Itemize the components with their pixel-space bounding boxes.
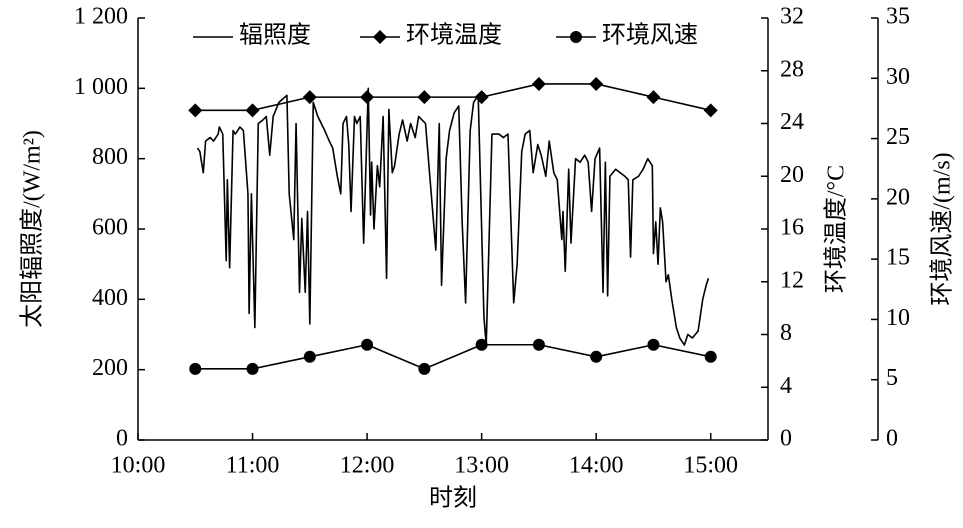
y2-tick-label: 16 bbox=[780, 215, 804, 241]
circle-marker bbox=[246, 362, 259, 375]
y2-tick-label: 0 bbox=[780, 426, 792, 452]
y3-tick-label: 15 bbox=[886, 245, 910, 271]
circle-marker bbox=[418, 362, 431, 375]
y2-tick-label: 20 bbox=[780, 162, 804, 188]
y2-tick-label: 12 bbox=[780, 267, 804, 293]
legend-label: 辐照度 bbox=[239, 22, 311, 49]
circle-marker bbox=[532, 338, 545, 351]
y3-tick-label: 35 bbox=[886, 4, 910, 30]
diamond-marker bbox=[474, 90, 489, 105]
x-tick-label: 14:00 bbox=[569, 453, 624, 479]
circle-marker bbox=[647, 338, 660, 351]
y3-tick-label: 5 bbox=[886, 365, 898, 391]
diamond-marker bbox=[703, 103, 718, 118]
y-tick-label: 1 200 bbox=[74, 4, 128, 30]
y2-tick-label: 28 bbox=[780, 56, 804, 82]
diamond-marker bbox=[589, 76, 604, 91]
y3-tick-label: 30 bbox=[886, 64, 910, 90]
diamond-marker bbox=[373, 30, 387, 44]
x-axis-title: 时刻 bbox=[429, 485, 477, 512]
y3-axis-title: 环境风速/(m/s) bbox=[929, 152, 956, 305]
series-line bbox=[195, 83, 711, 112]
diamond-marker bbox=[245, 103, 260, 118]
diamond-marker bbox=[646, 90, 661, 105]
series-line bbox=[196, 87, 710, 346]
y-tick-label: 200 bbox=[92, 355, 128, 381]
y2-tick-label: 4 bbox=[780, 373, 792, 399]
circle-marker bbox=[570, 31, 582, 43]
y2-axis-title: 环境温度/°C bbox=[823, 165, 850, 293]
diamond-marker bbox=[360, 90, 375, 105]
legend-label: 环境风速 bbox=[602, 22, 698, 49]
y-tick-label: 600 bbox=[92, 215, 128, 241]
x-tick-label: 15:00 bbox=[683, 453, 738, 479]
y-tick-label: 0 bbox=[116, 426, 128, 452]
y2-tick-label: 32 bbox=[780, 4, 804, 30]
series-line bbox=[195, 343, 711, 370]
diamond-marker bbox=[417, 90, 432, 105]
y-tick-label: 800 bbox=[92, 144, 128, 170]
y3-tick-label: 10 bbox=[886, 305, 910, 331]
x-tick-label: 13:00 bbox=[454, 453, 509, 479]
circle-marker bbox=[189, 362, 202, 375]
diamond-marker bbox=[188, 103, 203, 118]
y2-tick-label: 24 bbox=[780, 109, 804, 135]
y3-tick-label: 25 bbox=[886, 124, 910, 150]
x-tick-label: 10:00 bbox=[111, 453, 166, 479]
y-tick-label: 1 000 bbox=[74, 74, 128, 100]
circle-marker bbox=[303, 350, 316, 363]
y3-tick-label: 0 bbox=[886, 426, 898, 452]
diamond-marker bbox=[302, 90, 317, 105]
diamond-marker bbox=[531, 76, 546, 91]
x-tick-label: 11:00 bbox=[226, 453, 280, 479]
y2-tick-label: 8 bbox=[780, 320, 792, 346]
y-axis-title: 太阳辐照度/(W/m²) bbox=[19, 130, 46, 328]
circle-marker bbox=[361, 338, 374, 351]
circle-marker bbox=[704, 350, 717, 363]
circle-marker bbox=[590, 350, 603, 363]
legend-label: 环境温度 bbox=[406, 22, 502, 49]
circle-marker bbox=[475, 338, 488, 351]
x-tick-label: 12:00 bbox=[340, 453, 395, 479]
y3-tick-label: 20 bbox=[886, 184, 910, 210]
y-tick-label: 400 bbox=[92, 285, 128, 311]
